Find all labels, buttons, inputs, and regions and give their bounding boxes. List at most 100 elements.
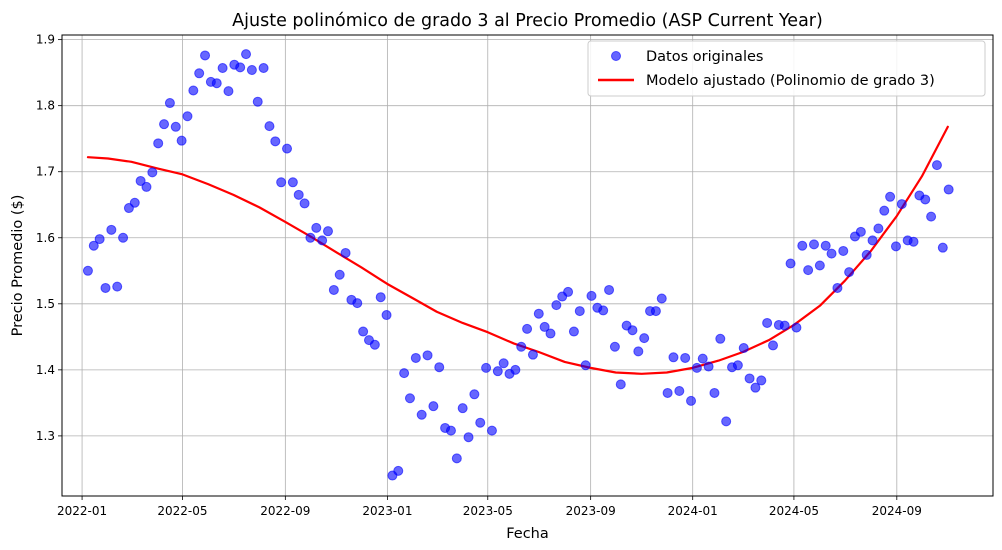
- data-point: [574, 306, 585, 317]
- data-point: [258, 63, 269, 74]
- data-point: [393, 465, 404, 476]
- axis-ticks: 2022-01 2022-05 2022-09 2023-01 2023-05 2023-…: [36, 33, 922, 518]
- data-point: [492, 366, 503, 377]
- data-point: [580, 360, 591, 371]
- data-point: [399, 368, 410, 379]
- data-point: [118, 232, 129, 243]
- data-point: [164, 98, 175, 109]
- data-point: [768, 340, 779, 351]
- grid: [62, 35, 993, 496]
- data-point: [217, 63, 228, 74]
- x-tick-label: 2024-09: [872, 504, 922, 518]
- data-point: [106, 224, 117, 235]
- data-point: [323, 226, 333, 237]
- data-point: [820, 240, 831, 251]
- data-point: [176, 135, 187, 146]
- plot-frame: [61, 34, 994, 497]
- data-point: [469, 389, 480, 400]
- data-point: [246, 65, 257, 75]
- data-point: [609, 341, 620, 352]
- data-point: [88, 240, 99, 251]
- data-point: [270, 136, 281, 147]
- data-point: [908, 236, 919, 247]
- data-point: [141, 181, 152, 192]
- data-point: [428, 401, 439, 412]
- data-point: [551, 300, 562, 311]
- x-tick-label: 2024-01: [668, 504, 718, 518]
- data-point: [785, 258, 796, 269]
- data-point: [252, 96, 263, 107]
- data-point: [135, 175, 146, 186]
- data-point: [750, 382, 761, 393]
- data-point: [404, 393, 415, 404]
- x-tick-label: 2023-05: [463, 504, 513, 518]
- legend-label-line: Modelo ajustado (Polinomio de grado 3): [646, 73, 935, 89]
- data-point: [943, 184, 954, 195]
- data-point: [510, 364, 521, 375]
- data-point: [328, 284, 339, 295]
- y-axis-title: Precio Promedio ($): [10, 195, 26, 337]
- data-point: [738, 343, 749, 354]
- data-point: [527, 349, 538, 360]
- data-point: [129, 197, 140, 208]
- data-point: [844, 267, 855, 278]
- data-point: [826, 248, 837, 259]
- data-point: [662, 387, 673, 398]
- data-point: [890, 241, 901, 252]
- data-point: [808, 239, 819, 250]
- data-point: [744, 373, 755, 384]
- data-point: [287, 177, 298, 188]
- data-point: [200, 50, 211, 61]
- data-point: [756, 375, 767, 386]
- data-point: [779, 320, 790, 331]
- data-point: [568, 326, 579, 337]
- data-point: [650, 306, 661, 317]
- data-point: [211, 78, 222, 89]
- data-point: [533, 308, 544, 319]
- data-point: [715, 333, 726, 344]
- scatter-points: [82, 49, 954, 481]
- data-point: [920, 194, 931, 205]
- legend-marker-scatter: [611, 51, 621, 61]
- data-point: [153, 138, 164, 149]
- data-point: [873, 223, 884, 234]
- data-point: [358, 326, 369, 337]
- data-point: [293, 189, 304, 200]
- data-point: [522, 323, 533, 334]
- data-point: [340, 247, 351, 258]
- data-point: [381, 310, 392, 321]
- legend-label-scatter: Datos originales: [646, 49, 763, 65]
- data-point: [305, 232, 316, 243]
- data-point: [299, 198, 310, 209]
- x-tick-label: 2024-05: [769, 504, 819, 518]
- data-point: [674, 385, 685, 396]
- data-point: [264, 121, 275, 132]
- data-point: [762, 317, 773, 328]
- data-point: [586, 290, 597, 301]
- data-point: [832, 282, 843, 293]
- data-point: [721, 416, 732, 427]
- data-point: [159, 119, 170, 130]
- data-point: [691, 362, 702, 373]
- data-point: [879, 205, 890, 216]
- data-point: [311, 222, 322, 233]
- data-point: [170, 121, 181, 132]
- data-point: [709, 387, 720, 398]
- data-point: [627, 325, 638, 336]
- data-point: [680, 352, 691, 363]
- data-point: [633, 346, 644, 357]
- data-point: [182, 111, 193, 122]
- data-point: [369, 339, 380, 350]
- data-point: [463, 432, 474, 443]
- data-point: [803, 265, 814, 276]
- data-point: [855, 226, 866, 237]
- y-tick-label: 1.9: [36, 33, 55, 47]
- data-point: [791, 322, 802, 333]
- fitted-curve: [86, 125, 949, 375]
- data-point: [668, 352, 679, 363]
- data-point: [838, 245, 849, 256]
- data-point: [457, 403, 468, 414]
- data-point: [937, 242, 948, 253]
- data-point: [814, 260, 825, 271]
